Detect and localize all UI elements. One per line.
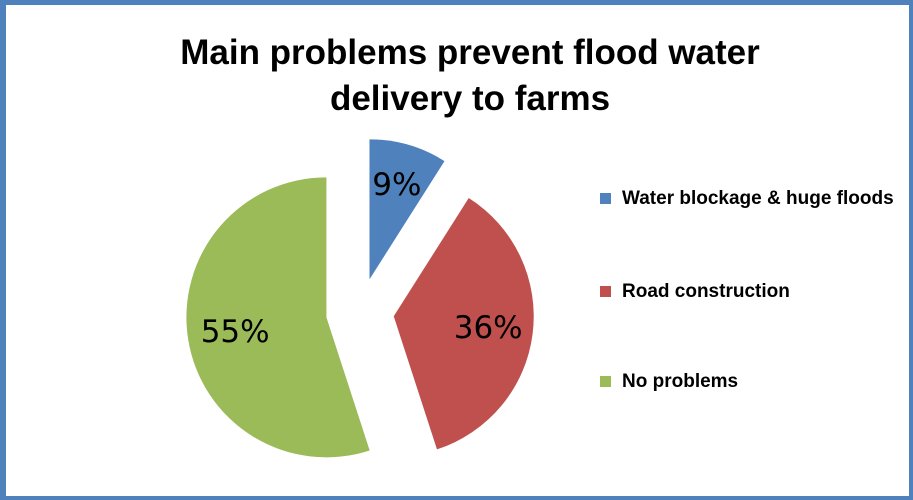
data-label-no-problems: 55%: [201, 314, 270, 350]
legend-swatch-no-problems: [600, 376, 611, 387]
chart-title-line-1: Main problems prevent flood water: [180, 33, 760, 72]
chart-title-line-2: delivery to farms: [329, 79, 611, 118]
chart-legend: Water blockage & huge floods Road constr…: [596, 185, 906, 392]
legend-swatch-road-construction: [600, 286, 611, 297]
legend-item-water-blockage: Water blockage & huge floods: [596, 185, 906, 212]
legend-label-water-blockage: Water blockage & huge floods: [622, 188, 894, 209]
pie-slice-water-blockage: [369, 139, 445, 280]
pie-slice-no-problems: [186, 177, 370, 458]
legend-item-road-construction: Road construction: [596, 278, 790, 305]
legend-swatch-water-blockage: [600, 193, 611, 204]
data-label-road-construction: 36%: [454, 310, 523, 346]
legend-label-road-construction: Road construction: [622, 281, 790, 302]
legend-label-no-problems: No problems: [622, 371, 739, 392]
data-label-water-blockage: 9%: [372, 167, 421, 203]
pie-slice-road-construction: [393, 198, 534, 450]
chart-title: Main problems prevent flood water delive…: [20, 30, 913, 122]
legend-item-no-problems: No problems: [596, 368, 738, 395]
